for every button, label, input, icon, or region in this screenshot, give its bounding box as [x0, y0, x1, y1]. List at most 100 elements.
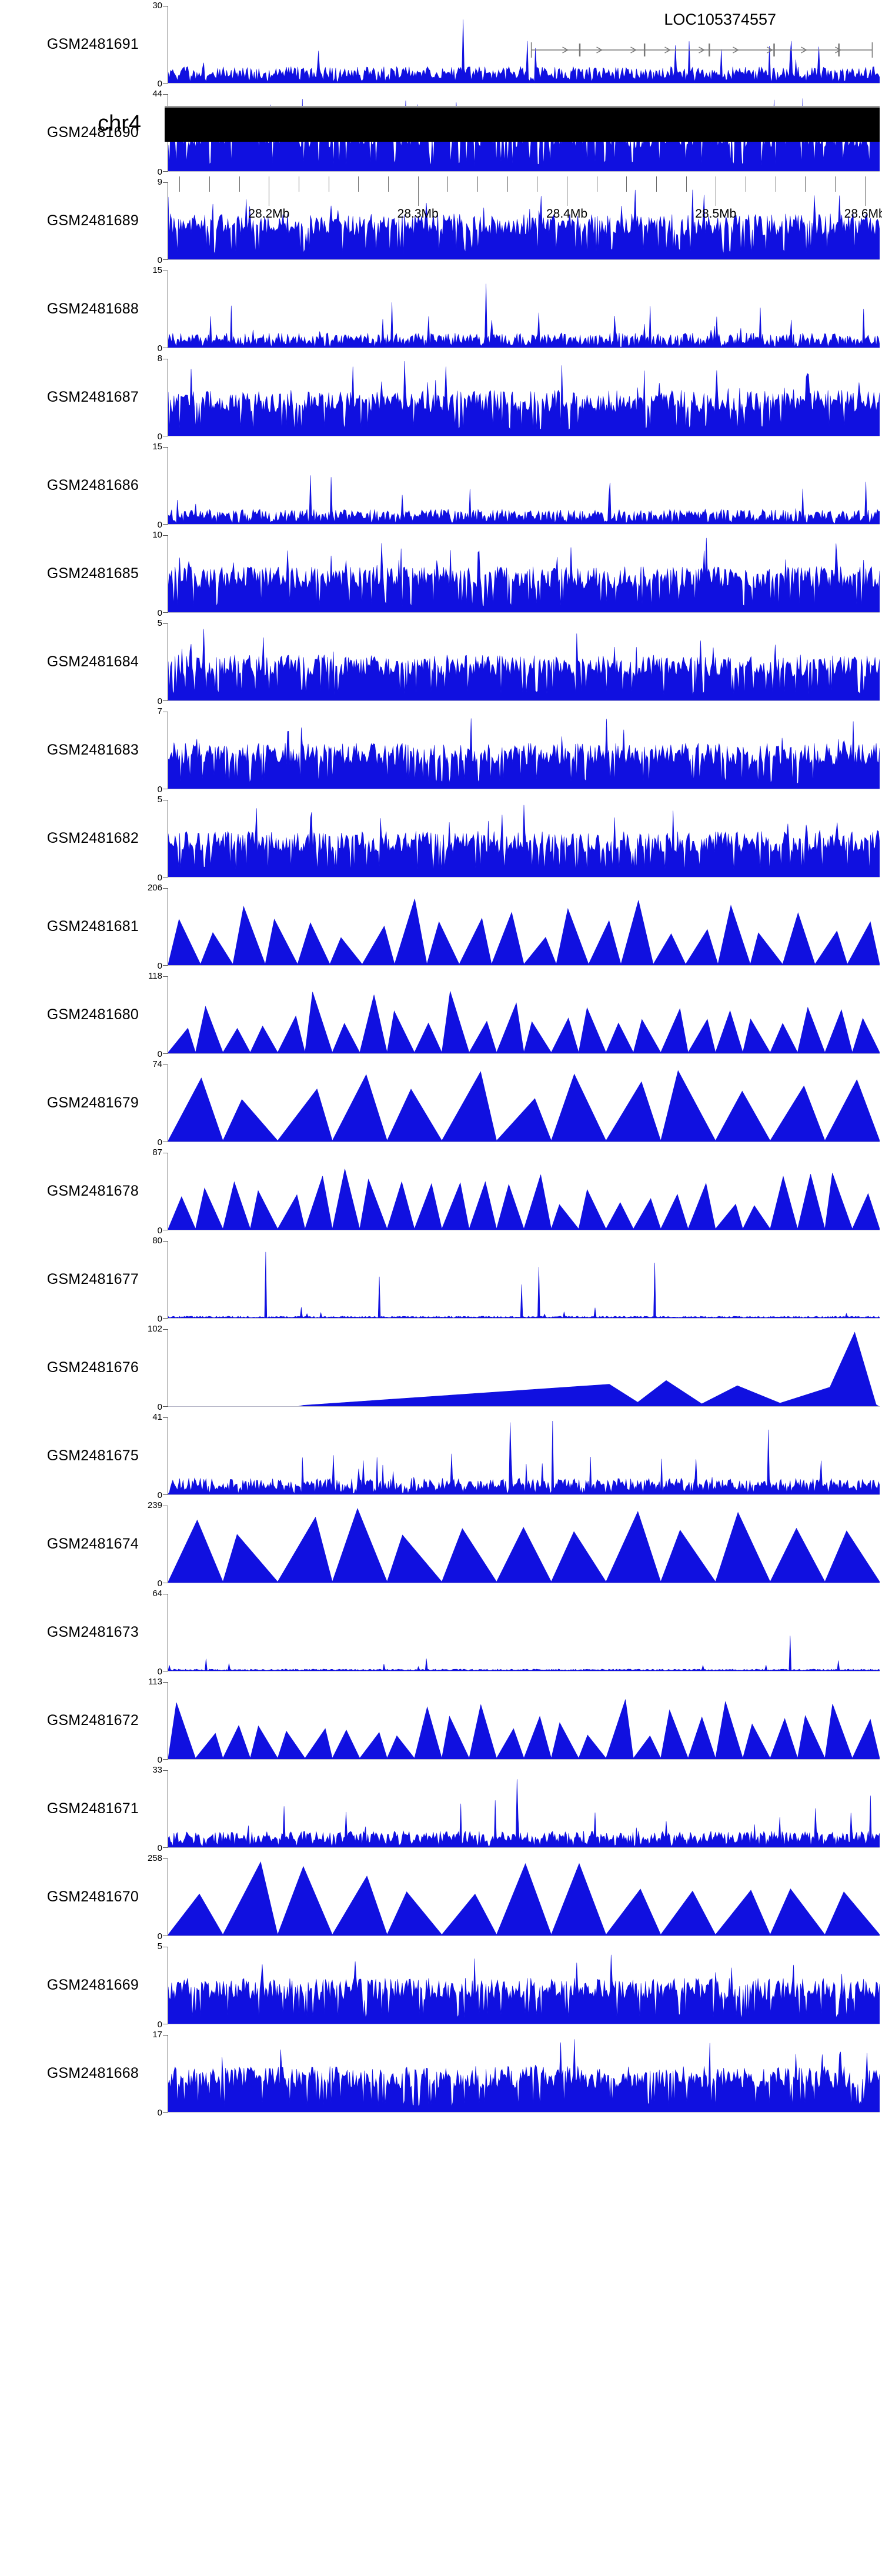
coverage-track: GSM2481675 41 0 — [0, 1412, 882, 1500]
coverage-plot[interactable] — [168, 1065, 880, 1142]
coverage-plot[interactable] — [168, 1770, 880, 1848]
coverage-track: GSM2481686 15 0 — [0, 441, 882, 530]
chromosome-ideogram: chr4 — [0, 94, 882, 176]
coverage-baseline — [168, 965, 880, 966]
sample-label: GSM2481684 — [46, 653, 139, 670]
y-axis-max-label: 7 — [157, 706, 162, 716]
coverage-plot[interactable] — [168, 1682, 880, 1760]
coverage-track: GSM2481684 5 0 — [0, 618, 882, 706]
y-axis-min-label: 0 — [157, 1843, 162, 1853]
coverage-plot[interactable] — [168, 6, 880, 84]
y-axis-max-label: 8 — [157, 353, 162, 363]
ideogram-bar[interactable] — [165, 108, 880, 142]
y-axis-min-label: 0 — [157, 255, 162, 265]
coverage-plot[interactable] — [168, 535, 880, 613]
y-axis-tick-top — [163, 1858, 168, 1859]
coverage-baseline — [168, 524, 880, 525]
coverage-baseline — [168, 1759, 880, 1760]
y-axis-min-label: 0 — [157, 432, 162, 442]
coverage-plot[interactable] — [168, 2035, 880, 2113]
sample-label: GSM2481682 — [46, 829, 139, 846]
y-axis-max-label: 41 — [152, 1412, 162, 1422]
y-axis-tick-top — [163, 623, 168, 624]
sample-label: GSM2481677 — [46, 1270, 139, 1287]
y-axis-tick-top — [163, 976, 168, 977]
coverage-plot[interactable] — [168, 1329, 880, 1407]
coverage-track: GSM2481689 9 0 — [0, 176, 882, 265]
coverage-baseline — [168, 171, 880, 172]
coverage-plot[interactable] — [168, 976, 880, 1054]
axis-tick-minor — [179, 176, 181, 192]
y-axis-tick-top — [163, 182, 168, 183]
coverage-plot[interactable] — [168, 359, 880, 436]
sample-label: GSM2481680 — [46, 1006, 139, 1023]
axis-tick-minor — [507, 176, 508, 192]
coverage-plot[interactable] — [168, 1241, 880, 1319]
y-axis-max-label: 10 — [152, 530, 162, 540]
y-axis-max-label: 206 — [147, 883, 162, 893]
y-axis-min-label: 0 — [157, 961, 162, 971]
axis-tick-minor — [388, 176, 389, 192]
sample-label: GSM2481672 — [46, 1711, 139, 1729]
axis-tick-minor — [656, 176, 657, 192]
coverage-track: GSM2481676 102 0 — [0, 1323, 882, 1412]
axis-tick-minor — [477, 176, 478, 192]
y-axis: 33 0 — [148, 1765, 168, 1853]
coverage-plot[interactable] — [168, 623, 880, 701]
axis-tick-major — [417, 176, 419, 206]
coverage-plot[interactable] — [168, 1594, 880, 1671]
y-axis: 102 0 — [148, 1324, 168, 1412]
coverage-baseline — [168, 2112, 880, 2113]
coverage-plot[interactable] — [168, 447, 880, 525]
y-axis: 17 0 — [148, 2030, 168, 2118]
sample-label: GSM2481673 — [46, 1623, 139, 1640]
axis-tick-minor — [239, 176, 240, 192]
y-axis-min-label: 0 — [157, 1402, 162, 1412]
y-axis-max-label: 17 — [152, 2030, 162, 2040]
sample-label: GSM2481670 — [46, 1888, 139, 1905]
coverage-plot[interactable] — [168, 1417, 880, 1495]
coverage-track: GSM2481678 87 0 — [0, 1147, 882, 1236]
coverage-plot[interactable] — [168, 888, 880, 966]
y-axis-min-label: 0 — [157, 1755, 162, 1765]
gene-model[interactable] — [168, 40, 880, 64]
y-axis-tick-bottom — [163, 171, 168, 172]
y-axis-max-label: 30 — [152, 1, 162, 11]
sample-label: GSM2481681 — [46, 917, 139, 935]
coverage-baseline — [168, 1494, 880, 1495]
sample-label: GSM2481690 — [46, 124, 139, 141]
coverage-track: GSM2481671 33 0 — [0, 1764, 882, 1853]
y-axis-min-label: 0 — [157, 608, 162, 618]
y-axis-max-label: 9 — [157, 177, 162, 187]
coverage-plot[interactable] — [168, 712, 880, 789]
y-axis-min-label: 0 — [157, 1137, 162, 1147]
y-axis-max-label: 113 — [148, 1677, 162, 1687]
coverage-plot[interactable] — [168, 182, 880, 260]
y-axis-min-label: 0 — [157, 2020, 162, 2030]
coverage-plot[interactable] — [168, 1947, 880, 2024]
y-axis: 64 0 — [148, 1589, 168, 1677]
coverage-baseline — [168, 1318, 880, 1319]
coverage-plot[interactable] — [168, 1858, 880, 1936]
coverage-plot[interactable] — [168, 1153, 880, 1230]
sample-label: GSM2481669 — [46, 1976, 139, 1993]
y-axis-max-label: 64 — [152, 1589, 162, 1599]
y-axis: 118 0 — [148, 971, 168, 1059]
sample-label: GSM2481676 — [46, 1359, 139, 1376]
coverage-track: GSM2481668 17 0 — [0, 2029, 882, 2118]
coverage-plot[interactable] — [168, 800, 880, 877]
axis-tick-label: 28.4Mb — [546, 207, 588, 221]
y-axis-min-label: 0 — [157, 343, 162, 353]
y-axis-max-label: 5 — [157, 618, 162, 628]
coverage-plot[interactable] — [168, 1506, 880, 1583]
coverage-plot[interactable] — [168, 271, 880, 348]
sample-label: GSM2481674 — [46, 1535, 139, 1552]
coverage-baseline — [168, 1847, 880, 1848]
coverage-track: GSM2481685 10 0 — [0, 529, 882, 618]
y-axis: 74 0 — [148, 1059, 168, 1147]
coverage-baseline — [168, 1053, 880, 1054]
ideogram-bar-highlight — [165, 106, 880, 108]
y-axis-max-label: 258 — [147, 1853, 162, 1863]
y-axis-tick-top — [163, 1682, 168, 1683]
